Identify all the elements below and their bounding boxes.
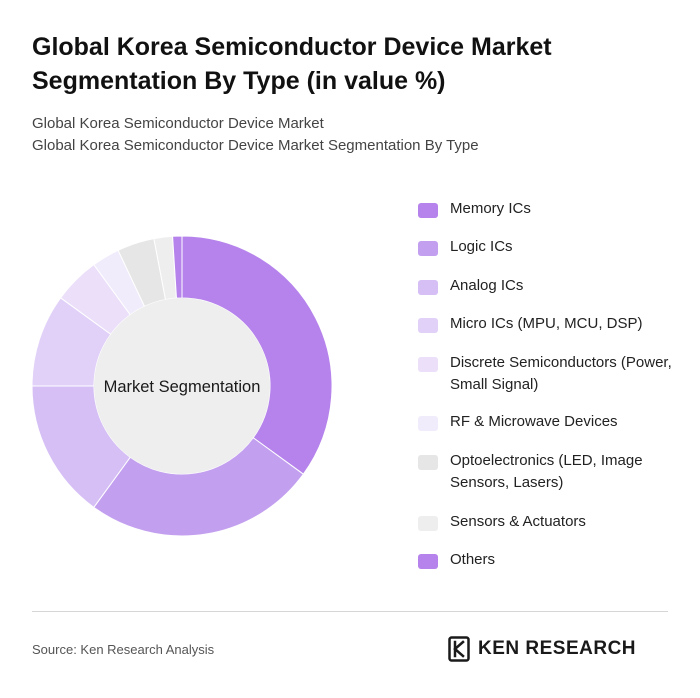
source-note: Source: Ken Research Analysis <box>32 642 215 657</box>
legend-item: Analog ICs <box>418 275 688 297</box>
legend-label: Others <box>450 551 496 568</box>
chart-subtitle: Global Korea Semiconductor Device Market… <box>32 113 672 157</box>
legend-item: Memory ICs <box>418 198 688 220</box>
legend-label: Optoelectronics (LED, Image Sensors, Las… <box>450 452 643 491</box>
legend-item: Micro ICs (MPU, MCU, DSP) <box>418 313 688 335</box>
legend-label: RF & Microwave Devices <box>450 413 618 430</box>
subtitle-line-2: Global Korea Semiconductor Device Market… <box>32 137 479 154</box>
legend-label: Analog ICs <box>450 277 524 294</box>
donut-center <box>94 298 270 474</box>
donut-slices <box>31 235 333 537</box>
legend-item: RF & Microwave Devices <box>418 411 688 433</box>
donut-slice-2 <box>93 437 305 537</box>
legend-swatch <box>418 455 438 470</box>
donut-chart: Market Segmentation <box>31 235 333 537</box>
donut-center-label: Market Segmentation <box>104 378 261 396</box>
legend-swatch <box>418 203 438 218</box>
legend-label: Memory ICs <box>450 200 531 217</box>
legend-label: Logic ICs <box>450 238 513 255</box>
legend-label: Micro ICs (MPU, MCU, DSP) <box>450 315 643 332</box>
legend-item: Logic ICs <box>418 236 688 258</box>
subtitle-line-1: Global Korea Semiconductor Device Market <box>32 115 324 132</box>
legend-label: Sensors & Actuators <box>450 513 586 530</box>
legend-item: Discrete Semiconductors (Power, Small Si… <box>418 352 688 396</box>
legend-item: Others <box>418 549 688 571</box>
legend-item: Sensors & Actuators <box>418 511 688 533</box>
footer-divider <box>32 611 668 612</box>
legend-swatch <box>418 554 438 569</box>
legend-swatch <box>418 516 438 531</box>
legend-swatch <box>418 318 438 333</box>
legend-item: Optoelectronics (LED, Image Sensors, Las… <box>418 450 688 494</box>
brand-logo: KEN RESEARCH <box>448 636 636 662</box>
legend-swatch <box>418 241 438 256</box>
legend-label: Discrete Semiconductors (Power, Small Si… <box>450 354 672 393</box>
brand-name: KEN RESEARCH <box>478 638 637 659</box>
ken-research-logo-icon <box>448 636 470 662</box>
chart-title: Global Korea Semiconductor Device Market… <box>32 33 552 95</box>
legend-swatch <box>418 280 438 295</box>
legend-swatch <box>418 357 438 372</box>
legend-swatch <box>418 416 438 431</box>
